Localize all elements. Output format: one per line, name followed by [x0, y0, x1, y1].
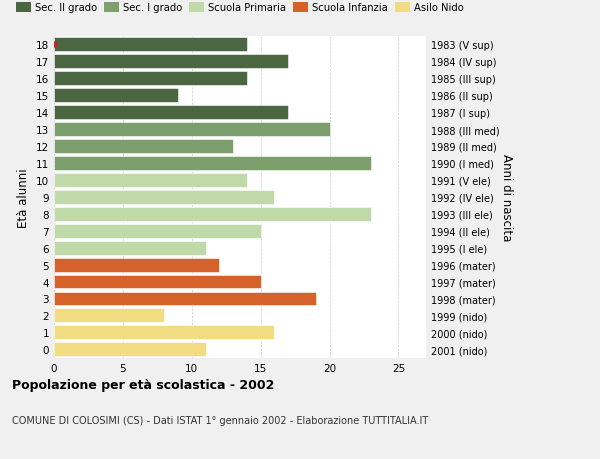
- Bar: [54, 342, 206, 357]
- Bar: [54, 292, 316, 306]
- Legend: Sec. II grado, Sec. I grado, Scuola Primaria, Scuola Infanzia, Asilo Nido: Sec. II grado, Sec. I grado, Scuola Prim…: [12, 0, 468, 17]
- Bar: [54, 140, 233, 154]
- Bar: [54, 123, 329, 137]
- Y-axis label: Anni di nascita: Anni di nascita: [500, 154, 514, 241]
- Bar: [54, 258, 220, 272]
- Bar: [54, 89, 178, 103]
- Bar: [54, 241, 206, 255]
- Bar: [54, 275, 260, 289]
- Bar: [54, 55, 288, 69]
- Bar: [54, 309, 164, 323]
- Text: Popolazione per età scolastica - 2002: Popolazione per età scolastica - 2002: [12, 379, 274, 392]
- Bar: [54, 157, 371, 170]
- Bar: [54, 190, 274, 204]
- Bar: [54, 174, 247, 187]
- Y-axis label: Età alunni: Età alunni: [17, 168, 31, 227]
- Bar: [54, 207, 371, 221]
- Bar: [54, 106, 288, 120]
- Bar: [54, 326, 274, 340]
- Bar: [54, 224, 260, 238]
- Text: COMUNE DI COLOSIMI (CS) - Dati ISTAT 1° gennaio 2002 - Elaborazione TUTTITALIA.I: COMUNE DI COLOSIMI (CS) - Dati ISTAT 1° …: [12, 415, 428, 425]
- Bar: [54, 38, 247, 52]
- Bar: [54, 72, 247, 86]
